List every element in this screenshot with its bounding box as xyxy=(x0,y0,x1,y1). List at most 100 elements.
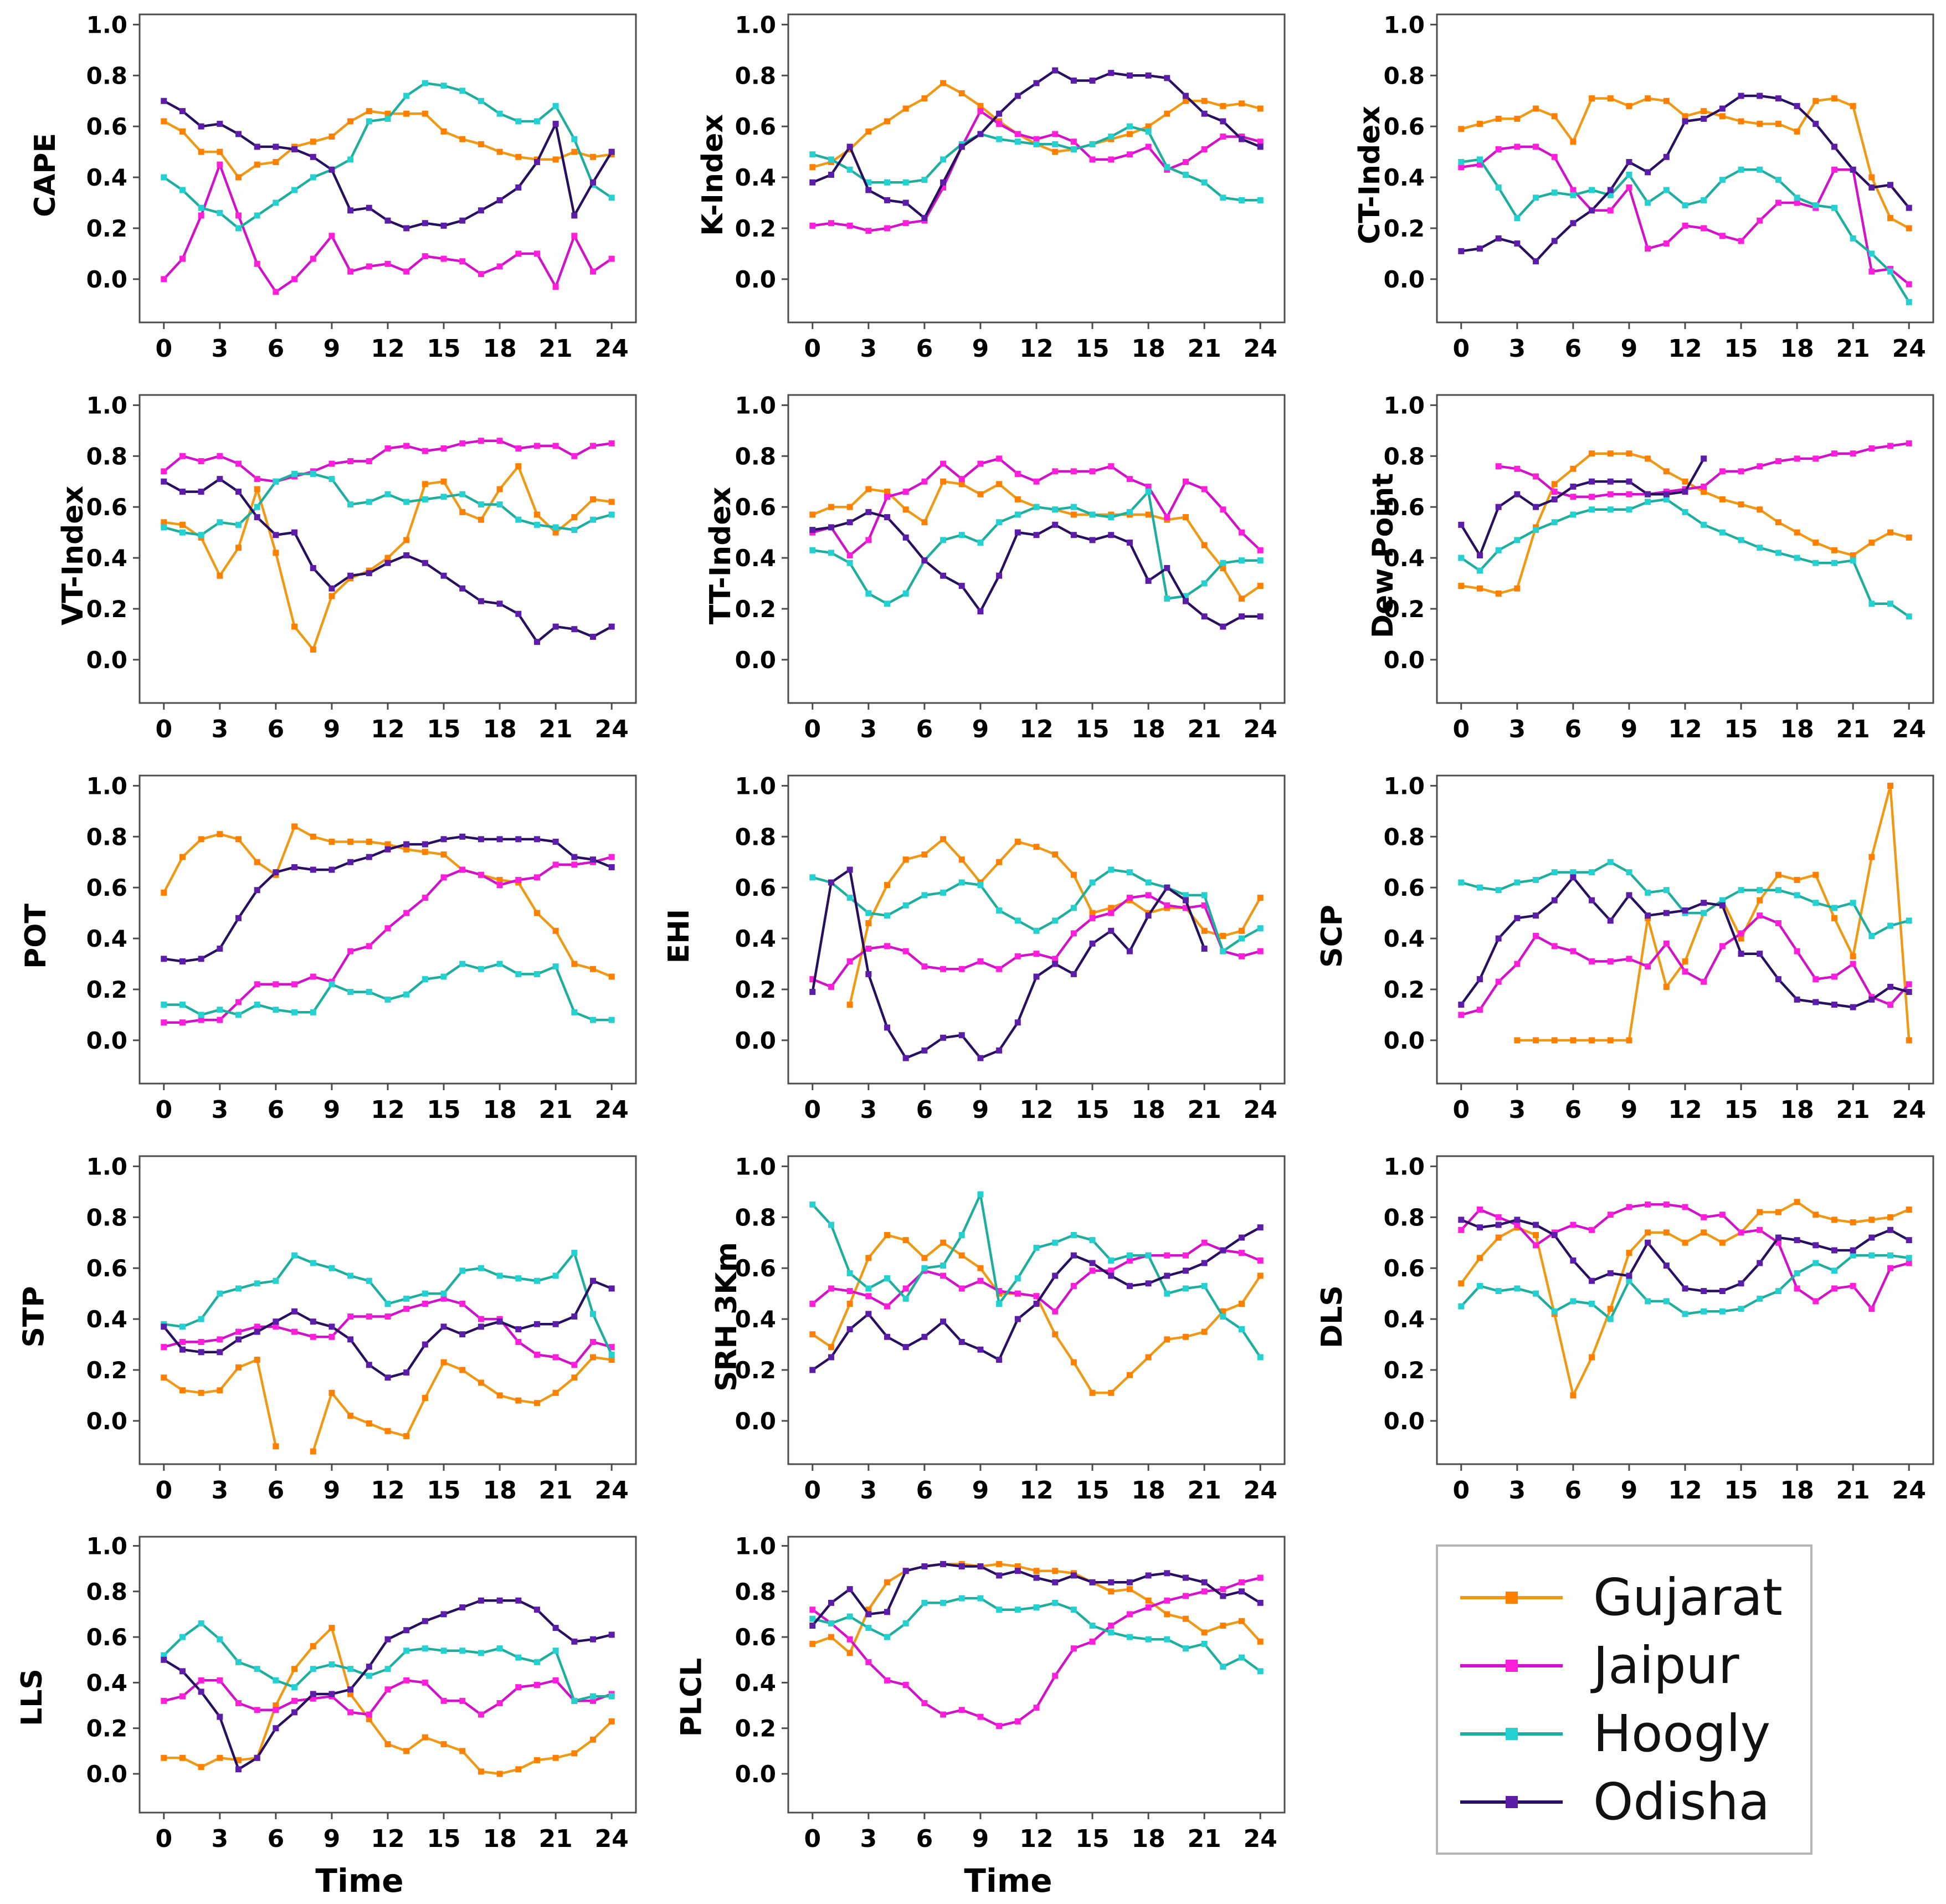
svg-text:3: 3 xyxy=(1509,1096,1526,1124)
svg-text:0.8: 0.8 xyxy=(86,1204,127,1231)
series-markers-odisha xyxy=(1458,874,1912,1010)
svg-text:0.0: 0.0 xyxy=(1384,1408,1425,1435)
svg-text:6: 6 xyxy=(1565,1476,1582,1505)
y-ticks: 0.0 0.2 0.4 0.6 0.8 1.0 xyxy=(735,772,788,1054)
svg-text:0: 0 xyxy=(155,1825,172,1853)
svg-text:3: 3 xyxy=(212,1825,229,1853)
svg-text:21: 21 xyxy=(1188,1825,1221,1853)
svg-text:0.8: 0.8 xyxy=(735,823,776,850)
y-ticks: 0.0 0.2 0.4 0.6 0.8 1.0 xyxy=(735,1153,788,1435)
y-axis-label-scp: SCP xyxy=(1315,905,1349,968)
y-ticks: 0.0 0.2 0.4 0.6 0.8 1.0 xyxy=(86,772,140,1054)
svg-text:3: 3 xyxy=(860,1825,877,1853)
subplot-scp: SCP 0.0 0.2 0.4 0.6 0.8 1.0 0 3 6 9 12 15 18 21 24 xyxy=(1297,761,1946,1142)
svg-text:15: 15 xyxy=(1075,1096,1109,1124)
subplot-lls: LLS 0.0 0.2 0.4 0.6 0.8 1.0 0 3 6 9 12 15 18 21 24 Time xyxy=(0,1522,649,1903)
x-ticks: 0 3 6 9 12 15 18 21 24 xyxy=(804,1813,1277,1853)
y-ticks: 0.0 0.2 0.4 0.6 0.8 1.0 xyxy=(86,1153,140,1435)
svg-text:0.2: 0.2 xyxy=(735,976,776,1003)
series-markers-odisha xyxy=(809,1561,1264,1629)
svg-text:24: 24 xyxy=(1244,1096,1277,1124)
axes-frame xyxy=(787,13,1286,324)
series-markers-gujarat xyxy=(1458,95,1912,232)
svg-text:3: 3 xyxy=(212,1476,229,1505)
svg-text:3: 3 xyxy=(860,1096,877,1124)
plot-svg-stp: 0.0 0.2 0.4 0.6 0.8 1.0 0 3 6 9 12 15 18 21 24 xyxy=(86,1153,637,1505)
series-markers-odisha xyxy=(809,1224,1264,1373)
plot-area-dewpoint: 0.0 0.2 0.4 0.6 0.8 1.0 0 3 6 9 12 15 18 21 24 xyxy=(1372,386,1942,748)
series-markers-odisha xyxy=(1458,93,1912,265)
x-ticks: 0 3 6 9 12 15 18 21 24 xyxy=(1452,1464,1926,1505)
svg-text:0.2: 0.2 xyxy=(86,976,127,1003)
svg-text:15: 15 xyxy=(1724,715,1758,743)
series-markers-odisha xyxy=(809,866,1208,1061)
series-line-gujarat xyxy=(1517,784,1911,1042)
subplot-vtindex: VT-Index 0.0 0.2 0.4 0.6 0.8 1.0 0 3 6 9 12 15 18 21 24 xyxy=(0,381,649,761)
plot-area-plcl: 0.0 0.2 0.4 0.6 0.8 1.0 0 3 6 9 12 15 18 21 24 xyxy=(723,1528,1293,1858)
series-markers-gujarat xyxy=(809,1231,1264,1396)
svg-text:0: 0 xyxy=(1452,335,1470,363)
svg-text:12: 12 xyxy=(1019,335,1053,363)
plot-area-pot: 0.0 0.2 0.4 0.6 0.8 1.0 0 3 6 9 12 15 18 21 24 xyxy=(74,767,645,1129)
series-line-gujarat xyxy=(812,1234,1262,1394)
svg-text:24: 24 xyxy=(1244,715,1277,743)
legend-marker xyxy=(1505,1727,1518,1740)
svg-text:0.0: 0.0 xyxy=(86,266,127,293)
y-axis-label-dls: DLS xyxy=(1315,1285,1349,1348)
svg-text:24: 24 xyxy=(1244,335,1277,363)
x-ticks: 0 3 6 9 12 15 18 21 24 xyxy=(1452,1084,1926,1124)
svg-text:12: 12 xyxy=(371,1476,404,1505)
plot-area-ehi: 0.0 0.2 0.4 0.6 0.8 1.0 0 3 6 9 12 15 18 21 24 xyxy=(723,767,1293,1129)
legend-label-hoogly: Hoogly xyxy=(1593,1703,1771,1763)
svg-text:0: 0 xyxy=(155,335,172,363)
series-line-hoogly xyxy=(163,81,613,230)
plot-area-ctindex: 0.0 0.2 0.4 0.6 0.8 1.0 0 3 6 9 12 15 18 21 24 xyxy=(1372,6,1942,368)
series-markers-gujarat xyxy=(161,1625,615,1777)
plot-svg-dls: 0.0 0.2 0.4 0.6 0.8 1.0 0 3 6 9 12 15 18 21 24 xyxy=(1384,1153,1934,1505)
svg-text:9: 9 xyxy=(1621,1096,1638,1124)
series-markers-hoogly xyxy=(161,470,615,538)
series-line-odisha xyxy=(1460,876,1909,1009)
svg-text:0.4: 0.4 xyxy=(735,164,776,191)
plot-area-stp: 0.0 0.2 0.4 0.6 0.8 1.0 0 3 6 9 12 15 18 21 24 xyxy=(74,1147,645,1510)
series-markers-jaipur xyxy=(1458,1201,1912,1312)
svg-text:1.0: 1.0 xyxy=(1384,392,1425,419)
series-markers-gujarat xyxy=(1458,1199,1912,1399)
svg-text:0.6: 0.6 xyxy=(735,1624,776,1651)
svg-text:18: 18 xyxy=(1131,1825,1165,1853)
svg-text:0.2: 0.2 xyxy=(86,1715,127,1742)
svg-text:6: 6 xyxy=(268,1096,285,1124)
legend-item-gujarat: Gujarat xyxy=(1460,1572,1788,1623)
svg-text:1.0: 1.0 xyxy=(1384,1153,1425,1180)
svg-text:6: 6 xyxy=(916,1825,933,1853)
axes-frame xyxy=(1436,394,1934,704)
svg-text:6: 6 xyxy=(916,715,933,743)
svg-text:0.0: 0.0 xyxy=(86,646,127,674)
svg-text:0.6: 0.6 xyxy=(1384,874,1425,901)
svg-text:1.0: 1.0 xyxy=(735,772,776,799)
y-axis-label-stp: STP xyxy=(17,1286,51,1348)
subplot-srh3km: SRH 3Km 0.0 0.2 0.4 0.6 0.8 1.0 0 3 6 9 12 15 18 21 24 xyxy=(649,1142,1297,1522)
series-line-jaipur xyxy=(812,1576,1261,1727)
svg-text:21: 21 xyxy=(1836,715,1870,743)
series-markers-hoogly xyxy=(1458,496,1912,620)
svg-text:6: 6 xyxy=(268,1476,285,1505)
svg-text:0: 0 xyxy=(804,1825,821,1853)
svg-text:24: 24 xyxy=(595,1476,629,1505)
svg-text:9: 9 xyxy=(324,1096,341,1124)
series-markers-odisha xyxy=(809,509,1264,630)
svg-text:0.6: 0.6 xyxy=(86,1624,127,1651)
svg-text:6: 6 xyxy=(1565,715,1582,743)
series-line-jaipur xyxy=(1461,914,1910,1017)
svg-text:0.4: 0.4 xyxy=(735,1306,776,1333)
series-markers-odisha xyxy=(161,97,615,232)
svg-text:0.8: 0.8 xyxy=(735,62,776,89)
series-markers-hoogly xyxy=(809,1595,1264,1675)
svg-text:0: 0 xyxy=(155,1096,172,1124)
plot-area-kindex: 0.0 0.2 0.4 0.6 0.8 1.0 0 3 6 9 12 15 18 21 24 xyxy=(723,6,1293,368)
plot-area-ttindex: 0.0 0.2 0.4 0.6 0.8 1.0 0 3 6 9 12 15 18 21 24 xyxy=(723,386,1293,748)
svg-text:1.0: 1.0 xyxy=(86,1532,127,1559)
svg-text:21: 21 xyxy=(1836,1096,1870,1124)
series-line-hoogly xyxy=(1461,860,1909,937)
svg-text:24: 24 xyxy=(1892,1096,1926,1124)
